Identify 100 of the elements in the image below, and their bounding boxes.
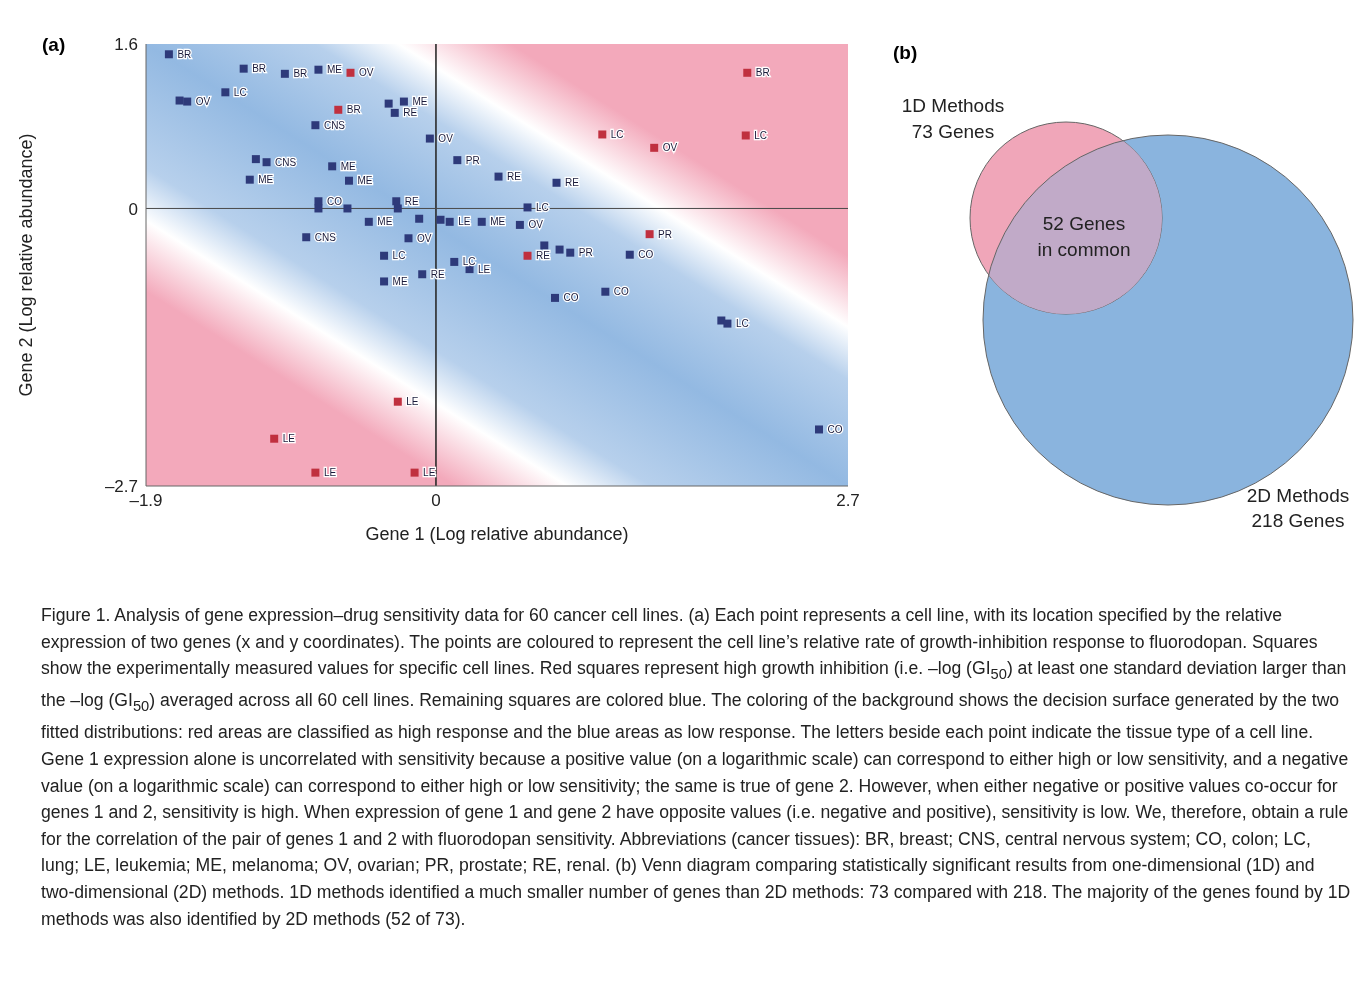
point <box>380 251 389 260</box>
data-label: LE <box>478 263 491 275</box>
point <box>598 130 607 139</box>
y-tick-label: 1.6 <box>114 35 138 55</box>
point <box>494 172 503 181</box>
data-label: OV <box>195 96 211 108</box>
data-label: ME <box>326 64 343 76</box>
data-label: LC <box>754 130 768 142</box>
text: 2D Methods <box>1246 485 1350 506</box>
point <box>334 105 343 114</box>
point <box>399 97 408 106</box>
point <box>515 220 524 229</box>
data-label: CNS <box>323 119 346 131</box>
data-label: LC <box>610 129 624 141</box>
point <box>540 241 549 250</box>
point <box>552 178 561 187</box>
point <box>450 257 459 266</box>
point <box>314 204 323 213</box>
point <box>555 245 564 254</box>
point <box>392 197 401 206</box>
point <box>251 155 260 164</box>
data-label: LC <box>735 318 749 330</box>
data-label: ME <box>490 216 506 228</box>
data-label: LC <box>462 256 476 268</box>
data-label: LE <box>282 433 296 445</box>
data-label: LE <box>323 467 337 479</box>
text: 73 Genes <box>911 121 995 142</box>
point <box>262 158 271 167</box>
data-label: LC <box>392 250 406 262</box>
point <box>453 156 462 165</box>
point <box>741 131 750 140</box>
point <box>815 425 823 434</box>
point <box>523 203 532 212</box>
point <box>245 175 254 184</box>
y-tick-label: 0 <box>128 199 138 219</box>
text: 1D Methods <box>901 95 1005 116</box>
data-label: ME <box>340 160 357 172</box>
point <box>344 176 353 185</box>
data-label: BR <box>293 68 308 80</box>
point <box>404 234 413 243</box>
point <box>625 250 634 259</box>
point <box>523 251 532 260</box>
data-label: OV <box>438 133 454 145</box>
data-label: CO <box>563 292 579 304</box>
point <box>477 217 486 226</box>
point <box>183 97 192 106</box>
point <box>425 134 434 143</box>
data-label: LE <box>406 396 419 408</box>
data-label: ME <box>412 96 428 108</box>
point <box>415 214 424 223</box>
point <box>328 162 337 171</box>
data-label: LE <box>458 216 471 228</box>
text: in common <box>1037 239 1131 260</box>
data-label: RE <box>404 195 420 207</box>
point <box>445 217 454 226</box>
data-label: BR <box>755 67 770 79</box>
data-label: PR <box>578 247 593 259</box>
point <box>380 277 389 286</box>
x-axis-title: Gene 1 (Log relative abundance) <box>365 524 629 544</box>
data-label: ME <box>258 174 274 186</box>
data-label: CO <box>827 424 843 436</box>
data-label: PR <box>465 154 480 166</box>
data-label: LC <box>233 86 247 98</box>
text: (b) <box>893 42 918 64</box>
y-axis-title: Gene 2 (Log relative abundance) <box>16 133 37 397</box>
data-label: RE <box>565 177 580 189</box>
data-label: CNS <box>275 156 297 168</box>
point <box>239 64 248 73</box>
point <box>743 68 752 77</box>
data-label: OV <box>359 67 374 79</box>
data-label: LE <box>423 467 436 479</box>
point <box>364 217 373 226</box>
point <box>601 287 610 296</box>
point <box>311 121 320 130</box>
point <box>302 233 311 242</box>
data-label: OV <box>417 232 432 244</box>
data-label: BR <box>346 104 361 116</box>
data-label: ME <box>377 216 393 228</box>
point <box>346 68 355 77</box>
point <box>650 143 659 152</box>
data-label: CO <box>638 249 654 261</box>
point <box>436 215 445 224</box>
point <box>393 204 402 213</box>
data-label: ME <box>357 175 373 187</box>
point <box>390 108 399 117</box>
data-label: BR <box>177 48 192 60</box>
point <box>384 99 393 108</box>
point <box>550 293 559 302</box>
point <box>645 230 654 239</box>
text: Figure 1. Analysis of gene expression–drug sensitivity data for 60 cancer cell lines. (a) Each point represents a cell line, with its location specified by the relative expression of two genes (x and y coordinates). The points are coloured to represent the cell line’s relative rate of growth-inhibition response to fluorodopan. Squares show the experimentally measured values for specific cell lines. Red squares represent high growth inhibition (i.e. –log (GI$_{50}$) at least one standard deviation larger than the –log (GI$_{50}$) averaged across all 60 cell lines. Remaining squares are colored blue. The coloring of the background shows the decision surface generated by the two fitted distributions: red areas are classified as high response and the blue areas as low response. The letters beside each point indicate the tissue type of a cell line. Gene 1 expression alone is uncorrelated with sensitivity because a positive value (on a logarithmic scale) can correspond to either high or low sensitivity, and a negative value (on a logarithmic scale) can correspond to either high or low sensitivity; the same is true of gene 2. However, when either negative or positive values co-occur for genes 1 and 2, sensitivity is high. When expression of gene 1 and gene 2 have opposite values (i.e. negative and positive), sensitivity is low. We, therefore, obtain a rule for the correlation of the pair of genes 1 and 2 with fluorodopan sensitivity. Abbreviations (cancer tissues): BR, breast; CNS, central nervous system; CO, colon; LC, lung; LE, leukemia; ME, melanoma; OV, ovarian; PR, prostate; RE, renal. (b) Venn diagram comparing statistically significant results from one-dimensional (1D) and two-dimensional (2D) methods. 1D methods identified a much smaller number of genes than 2D methods: 73 compared with 218. The majority of the genes found by 1D methods was also identified by 2D methods (52 of 73). <box>41 605 1351 929</box>
data-label: OV <box>528 219 544 231</box>
point <box>410 468 419 477</box>
point <box>311 468 320 477</box>
data-label: PR <box>658 228 673 240</box>
point <box>343 204 352 213</box>
point <box>566 248 575 257</box>
data-label: RE <box>507 171 522 183</box>
data-label: RE <box>403 107 418 119</box>
text: 52 Genes <box>1042 213 1126 234</box>
data-label: CNS <box>314 231 337 243</box>
